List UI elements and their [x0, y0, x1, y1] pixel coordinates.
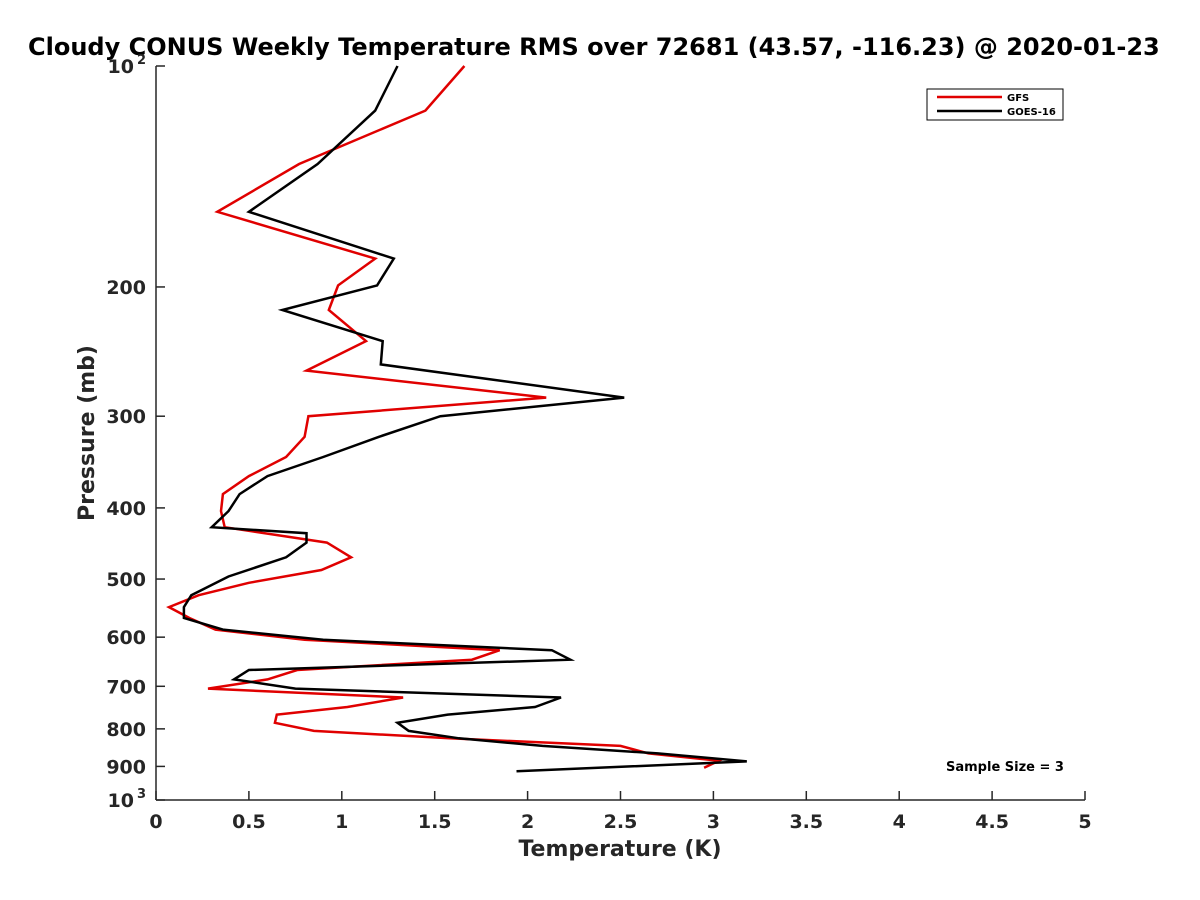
series-line-goes16 [182, 65, 747, 773]
chart-title: Cloudy CONUS Weekly Temperature RMS over… [28, 33, 1160, 61]
x-tick-label: 4 [893, 811, 906, 833]
x-tick-label: 1 [335, 811, 348, 833]
y-tick-label: 900 [106, 756, 146, 778]
x-tick-label: 2 [521, 811, 534, 833]
x-tick-label: 3.5 [789, 811, 823, 833]
legend: GFS GOES-16 [926, 88, 1064, 121]
x-tick-label: 5 [1078, 811, 1091, 833]
x-tick-label: 3 [707, 811, 720, 833]
y-tick-label: 10 [108, 56, 134, 78]
y-tick-label: 400 [106, 498, 146, 520]
x-tick-label: 0.5 [232, 811, 266, 833]
series-layer [166, 65, 747, 773]
y-tick-exponent: 3 [137, 787, 146, 802]
y-tick-label: 500 [106, 569, 146, 591]
y-tick-label: 800 [106, 719, 146, 741]
y-axis-label: Pressure (mb) [75, 345, 100, 521]
y-tick-label: 700 [106, 676, 146, 698]
legend-label-goes16: GOES-16 [1007, 107, 1056, 118]
y-tick-label: 10 [108, 790, 134, 812]
legend-label-gfs: GFS [1007, 93, 1029, 104]
y-tick-exponent: 2 [137, 53, 146, 68]
y-tick-label: 200 [106, 277, 146, 299]
x-axis-label: Temperature (K) [518, 837, 721, 862]
legend-box [926, 88, 1064, 121]
y-tick-label: 600 [106, 627, 146, 649]
axis-ticks: 0 0.5 1 1.5 2 2.5 3 3.5 4 4.5 52102003004005006007… [106, 53, 1091, 833]
sample-size-annotation: Sample Size = 3 [946, 760, 1064, 775]
x-tick-label: 1.5 [418, 811, 452, 833]
series-line-gfs [166, 65, 724, 769]
x-tick-label: 4.5 [975, 811, 1009, 833]
x-tick-label: 0 [149, 811, 162, 833]
x-tick-label: 2.5 [604, 811, 638, 833]
y-tick-label: 300 [106, 406, 146, 428]
